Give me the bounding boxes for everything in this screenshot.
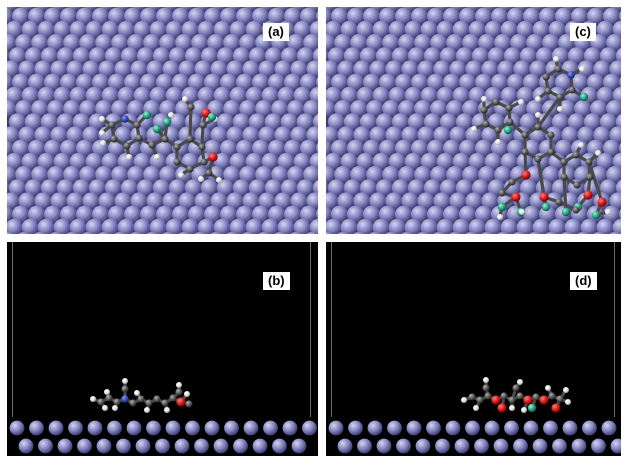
surface-top-view-c: [326, 7, 621, 234]
adsorbed-molecule: [471, 56, 611, 220]
panel-label-d: (d): [570, 272, 597, 290]
cell-boundary-right: [310, 242, 311, 417]
panel-label-b: (b): [263, 272, 290, 290]
surface-atom-layer: [328, 420, 621, 454]
panel-label-c: (c): [570, 23, 596, 41]
cell-boundary-left: [12, 242, 13, 417]
surface-atom-layer: [7, 7, 318, 234]
panel-d-side-view: (d): [326, 242, 621, 456]
cell-boundary-left: [331, 242, 332, 417]
surface-top-view-a: [7, 7, 318, 234]
cell-boundary-right: [614, 242, 615, 417]
adsorbed-molecule-side: [461, 377, 571, 413]
panel-b-side-view: (b): [7, 242, 318, 456]
surface-atom-layer: [9, 420, 317, 454]
panel-a-top-view: (a): [7, 7, 318, 234]
adsorbed-molecule-side: [90, 378, 193, 413]
adsorbed-molecule: [99, 96, 222, 183]
panel-c-top-view: (c): [326, 7, 621, 234]
surface-atom-layer: [326, 7, 621, 234]
panel-label-a: (a): [263, 23, 289, 41]
